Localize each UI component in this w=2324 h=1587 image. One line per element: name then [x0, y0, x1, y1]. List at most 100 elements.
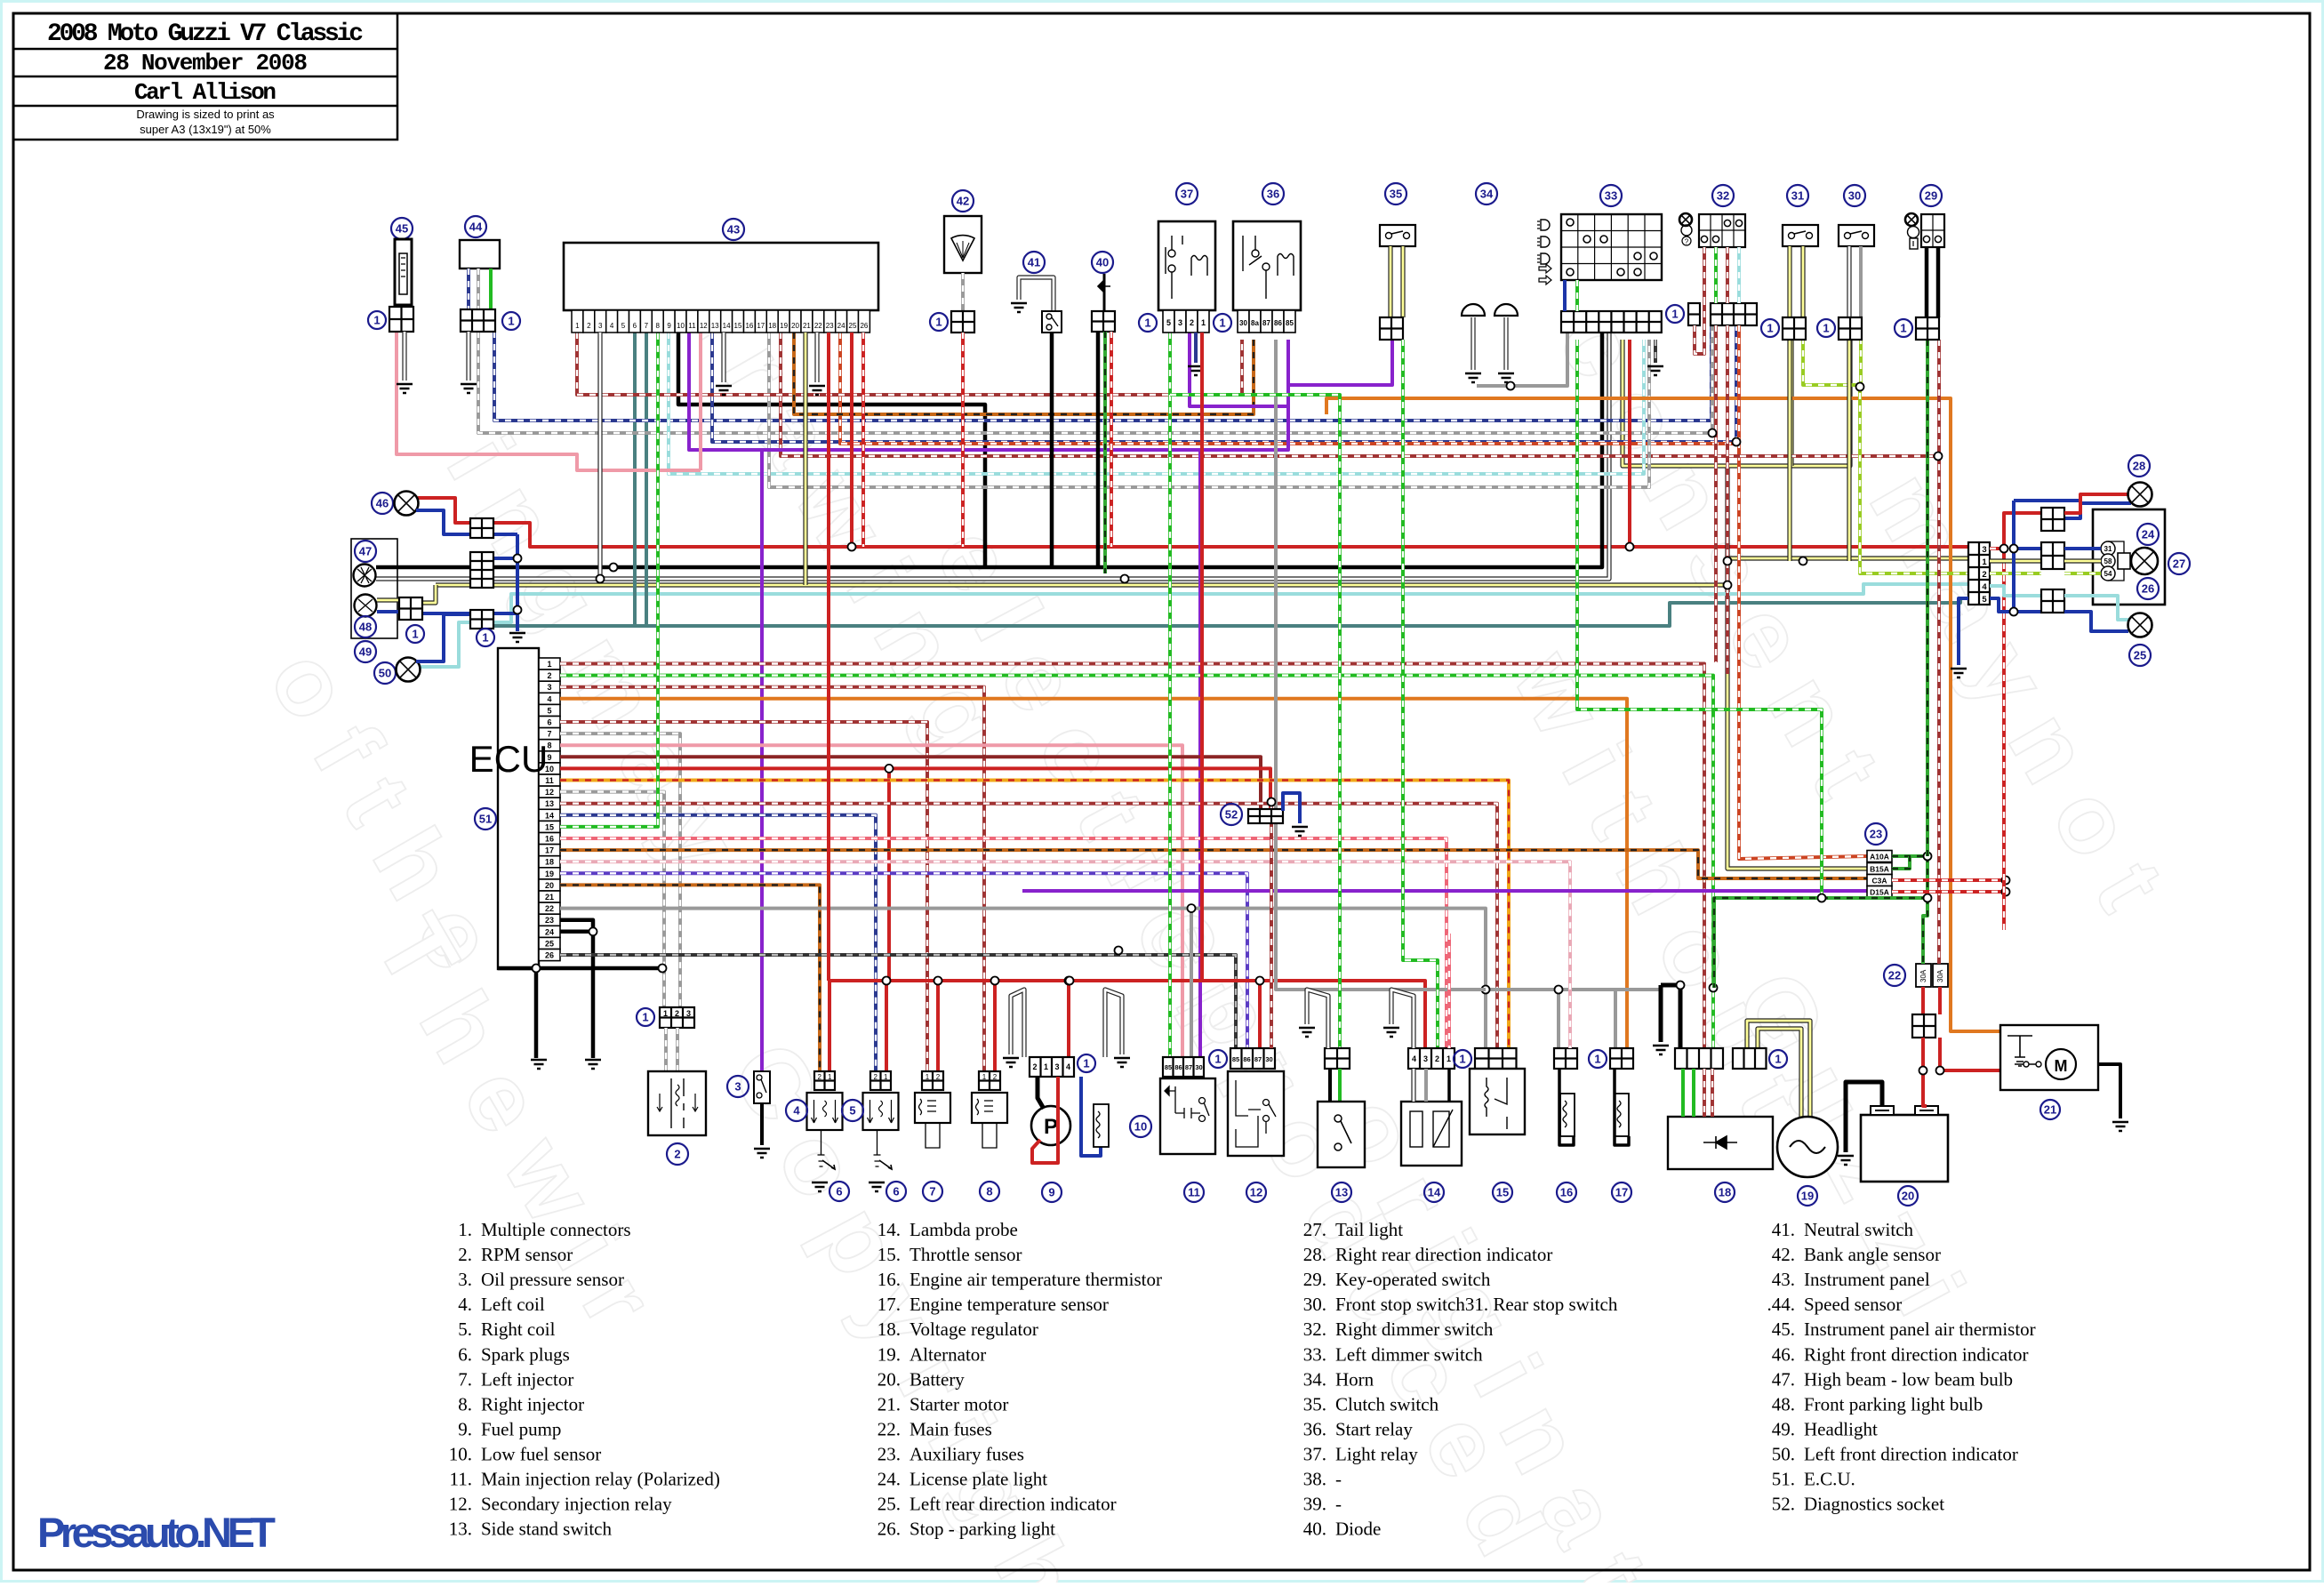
svg-text:Right rear direction indicator: Right rear direction indicator [1335, 1244, 1552, 1265]
svg-text:7.: 7. [458, 1368, 472, 1390]
svg-text:13: 13 [1335, 1186, 1348, 1199]
svg-text:30: 30 [1239, 319, 1247, 327]
svg-text:7: 7 [929, 1185, 935, 1198]
svg-text:Carl Allison: Carl Allison [134, 79, 276, 106]
svg-text:49.: 49. [1772, 1418, 1795, 1439]
svg-text:36.: 36. [1303, 1418, 1326, 1439]
svg-text:52.: 52. [1772, 1494, 1795, 1515]
svg-text:13.: 13. [449, 1519, 472, 1540]
svg-text:Front parking light bulb: Front parking light bulb [1804, 1393, 1983, 1415]
svg-text:27: 27 [2173, 557, 2185, 571]
svg-text:46: 46 [376, 497, 389, 510]
svg-text:9: 9 [1048, 1186, 1054, 1199]
svg-text:24: 24 [837, 322, 845, 330]
svg-text:16: 16 [545, 835, 554, 844]
svg-text:21.: 21. [878, 1393, 901, 1415]
svg-text:1.: 1. [458, 1219, 472, 1240]
svg-text:1: 1 [1446, 1054, 1451, 1063]
svg-text:2: 2 [1435, 1054, 1439, 1063]
svg-text:86: 86 [1243, 1055, 1250, 1063]
svg-text:Diode: Diode [1335, 1519, 1381, 1540]
svg-text:3: 3 [1054, 1062, 1059, 1071]
svg-text:Start relay: Start relay [1335, 1418, 1413, 1439]
svg-text:2.: 2. [458, 1244, 472, 1265]
svg-text:3: 3 [598, 322, 603, 330]
svg-text:39.: 39. [1303, 1494, 1326, 1515]
svg-text:43.: 43. [1772, 1269, 1795, 1290]
svg-text:23: 23 [826, 322, 834, 330]
svg-text:1: 1 [884, 1073, 888, 1081]
svg-text:2: 2 [818, 1073, 822, 1081]
svg-text:E.C.U.: E.C.U. [1804, 1469, 1855, 1490]
svg-text:.44.: .44. [1767, 1294, 1796, 1315]
svg-text:26: 26 [860, 322, 868, 330]
svg-text:21: 21 [803, 322, 811, 330]
svg-text:14: 14 [1428, 1186, 1441, 1199]
svg-text:15: 15 [1496, 1186, 1509, 1199]
svg-text:Headlight: Headlight [1804, 1418, 1878, 1439]
svg-text:Spark plugs: Spark plugs [481, 1343, 570, 1365]
svg-text:14.: 14. [878, 1219, 901, 1240]
svg-text:1: 1 [1767, 322, 1773, 335]
svg-text:19.: 19. [878, 1343, 901, 1365]
svg-text:Drawing is sized to print as: Drawing is sized to print as [136, 108, 275, 121]
svg-text:32: 32 [1717, 189, 1729, 203]
svg-text:11: 11 [688, 322, 696, 330]
svg-text:23: 23 [1870, 828, 1882, 841]
svg-text:49: 49 [359, 645, 372, 659]
svg-text:36: 36 [1267, 188, 1279, 201]
svg-text:Main fuses: Main fuses [910, 1418, 992, 1439]
svg-text:35.: 35. [1303, 1393, 1326, 1415]
svg-text:1: 1 [373, 314, 380, 327]
svg-text:Pressauto.NET: Pressauto.NET [37, 1509, 276, 1556]
svg-text:25.: 25. [878, 1494, 901, 1515]
svg-text:1: 1 [828, 1073, 832, 1081]
svg-text:22: 22 [1888, 969, 1901, 982]
svg-text:ECU: ECU [469, 738, 549, 780]
svg-text:34.: 34. [1303, 1368, 1326, 1390]
svg-text:2: 2 [1032, 1062, 1037, 1071]
svg-text:29: 29 [1925, 189, 1937, 203]
svg-text:Stop - parking light: Stop - parking light [910, 1519, 1055, 1540]
svg-text:2: 2 [936, 1073, 941, 1081]
svg-text:18: 18 [545, 858, 554, 867]
svg-text:23.: 23. [878, 1443, 901, 1464]
svg-text:24: 24 [545, 927, 554, 936]
svg-text:28 November 2008: 28 November 2008 [103, 50, 308, 76]
svg-text:47.: 47. [1772, 1368, 1795, 1390]
svg-text:6: 6 [836, 1185, 842, 1198]
svg-text:41: 41 [1028, 256, 1040, 269]
svg-text:Right coil: Right coil [481, 1318, 556, 1340]
svg-text:3: 3 [1982, 545, 1986, 555]
svg-text:P: P [1044, 1115, 1058, 1139]
svg-text:B15A: B15A [1870, 865, 1889, 874]
svg-text:28: 28 [2133, 460, 2145, 473]
svg-text:12.: 12. [449, 1494, 472, 1515]
svg-text:4.: 4. [458, 1294, 472, 1315]
svg-text:17: 17 [545, 846, 554, 855]
svg-text:Side stand switch: Side stand switch [481, 1519, 612, 1540]
svg-text:1: 1 [982, 1073, 987, 1081]
svg-text:16: 16 [1560, 1186, 1573, 1199]
svg-text:85: 85 [1165, 1063, 1172, 1071]
svg-text:Right injector: Right injector [481, 1393, 584, 1415]
svg-text:1: 1 [1594, 1053, 1600, 1066]
svg-text:17.: 17. [878, 1294, 901, 1315]
svg-text:31: 31 [1791, 189, 1804, 203]
svg-text:2: 2 [874, 1073, 878, 1081]
svg-text:1: 1 [1144, 317, 1150, 330]
svg-text:47: 47 [359, 545, 372, 558]
svg-text:1: 1 [1083, 1057, 1089, 1070]
svg-text:Horn: Horn [1335, 1368, 1374, 1390]
svg-text:5: 5 [1166, 318, 1171, 327]
svg-text:29.: 29. [1303, 1269, 1326, 1290]
svg-text:Secondary injection relay: Secondary injection relay [481, 1494, 672, 1515]
svg-text:25: 25 [2134, 649, 2146, 662]
svg-text:9.: 9. [458, 1418, 472, 1439]
svg-text:51: 51 [479, 813, 492, 826]
svg-text:26: 26 [2142, 582, 2154, 596]
svg-text:28.: 28. [1303, 1244, 1326, 1265]
svg-text:Front stop switch31. Rear sto: Front stop switch31. Rear stop switch [1335, 1294, 1618, 1315]
svg-text:45: 45 [396, 222, 408, 236]
svg-text:87: 87 [1185, 1063, 1192, 1071]
